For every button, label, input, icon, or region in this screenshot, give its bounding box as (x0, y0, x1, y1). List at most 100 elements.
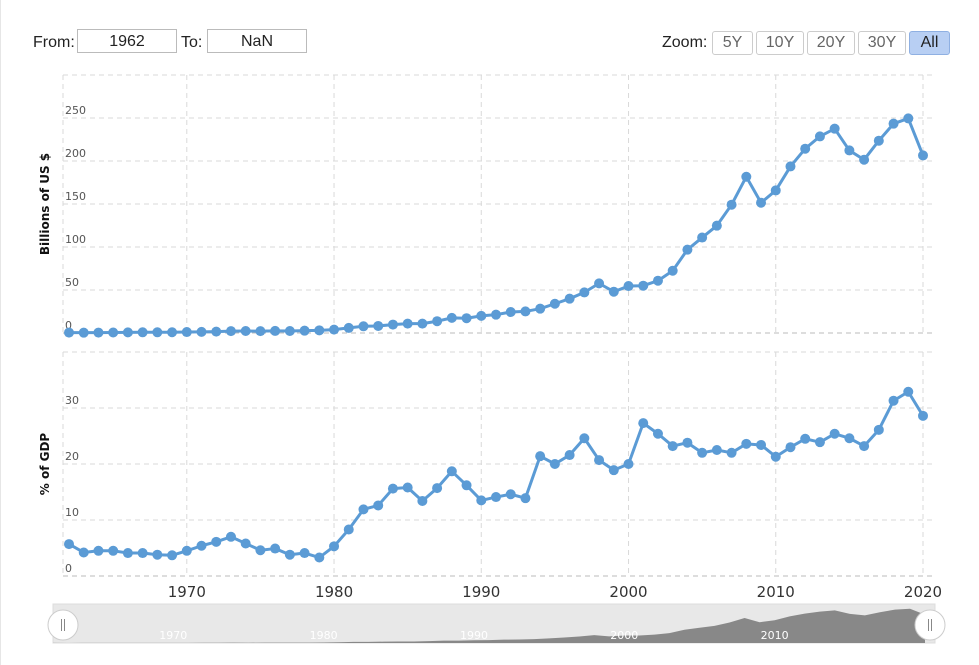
data-point (270, 543, 281, 554)
data-point (888, 395, 899, 406)
data-point (78, 327, 89, 338)
data-point (785, 442, 796, 453)
data-point (829, 123, 840, 134)
data-point (476, 495, 487, 506)
y-tick-label: 50 (65, 276, 79, 289)
data-point (756, 197, 767, 208)
data-point (756, 439, 767, 450)
data-point (711, 445, 722, 455)
navigator-left-handle[interactable] (47, 609, 79, 641)
data-point (108, 327, 119, 338)
data-point (93, 327, 104, 338)
zoom-20y-button[interactable]: 20Y (807, 31, 855, 55)
data-point (520, 306, 531, 317)
data-point (859, 441, 870, 452)
data-point (859, 154, 870, 165)
data-point (623, 281, 634, 292)
y-tick-label: 250 (65, 104, 86, 117)
data-point (844, 145, 855, 156)
data-point (255, 326, 266, 337)
data-point (918, 410, 928, 421)
data-point (520, 493, 531, 504)
to-date-input[interactable]: NaN (207, 29, 307, 53)
data-point (873, 424, 884, 435)
data-point (240, 538, 251, 549)
data-point (594, 278, 605, 289)
data-point (167, 327, 178, 338)
data-point (108, 545, 119, 556)
data-point (579, 287, 590, 298)
data-point (93, 545, 104, 556)
data-point (608, 286, 619, 297)
data-point (564, 450, 575, 461)
data-point (800, 433, 811, 444)
data-point (682, 437, 693, 448)
data-point (726, 447, 737, 458)
data-point (903, 113, 914, 124)
data-point (726, 199, 737, 210)
data-point (829, 428, 840, 439)
data-point (697, 232, 708, 243)
data-point (270, 325, 281, 336)
data-point (255, 545, 266, 556)
data-point (387, 319, 398, 330)
data-point (505, 307, 516, 318)
y-tick-label: 10 (65, 506, 79, 519)
data-point (535, 303, 546, 314)
data-point (64, 327, 74, 338)
data-point (638, 280, 649, 291)
navigator-tick-label: 2000 (610, 629, 638, 642)
from-label: From: (33, 34, 75, 51)
navigator-right-handle[interactable] (914, 609, 946, 641)
data-point (299, 325, 310, 336)
data-point (329, 324, 340, 335)
data-point (196, 540, 207, 551)
data-point (741, 438, 752, 449)
zoom-10y-button[interactable]: 10Y (756, 31, 804, 55)
data-point (137, 327, 148, 338)
data-point (373, 500, 384, 511)
data-point (417, 495, 428, 506)
y-tick-label: 100 (65, 233, 86, 246)
zoom-5y-button[interactable]: 5Y (712, 31, 753, 55)
data-point (579, 433, 590, 444)
data-point (402, 482, 413, 493)
data-point (284, 549, 295, 560)
y-axis-title: Billions of US $ (38, 153, 52, 255)
data-point (211, 326, 222, 337)
series-line (68, 390, 925, 560)
data-point (491, 492, 501, 503)
data-point (888, 118, 899, 129)
data-point (314, 325, 325, 336)
data-point (240, 326, 251, 337)
data-point (505, 489, 516, 500)
y-tick-label: 200 (65, 147, 86, 160)
series-line (68, 116, 925, 335)
data-point (844, 433, 855, 444)
to-label: To: (181, 34, 203, 51)
data-point (181, 545, 192, 556)
data-point (432, 316, 443, 327)
data-point (373, 320, 384, 331)
zoom-all-button[interactable]: All (909, 31, 950, 55)
data-point (122, 327, 133, 338)
data-point (682, 244, 693, 255)
data-point (608, 465, 619, 476)
data-point (181, 327, 192, 338)
data-point (491, 309, 501, 320)
data-point (667, 441, 678, 452)
data-point (211, 536, 222, 547)
data-point (873, 135, 884, 146)
zoom-30y-button[interactable]: 30Y (858, 31, 906, 55)
from-date-input[interactable]: 1962 (77, 29, 177, 53)
x-tick-label: 1990 (462, 583, 500, 601)
data-point (814, 131, 825, 142)
data-point (711, 220, 722, 231)
data-point (152, 549, 163, 560)
data-point (564, 293, 575, 304)
data-point (343, 524, 354, 535)
data-point (814, 437, 825, 448)
data-point (152, 327, 163, 338)
